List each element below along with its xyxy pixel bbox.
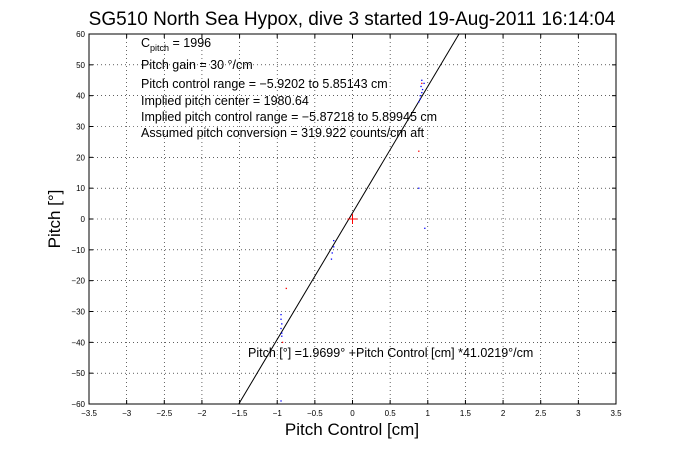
data-point-series-0 [333,239,335,242]
y-tick-label: 40 [76,92,85,101]
data-point-series-0 [281,323,283,325]
x-tick-label: 2 [501,409,506,418]
data-point-series-0 [280,400,282,402]
x-tick-label: −3.5 [81,409,97,418]
x-tick-label: −0.5 [307,409,323,418]
x-tick-label: 0.5 [385,409,397,418]
data-point-series-0 [333,246,335,248]
y-tick-label: −30 [71,308,85,317]
data-point-series-0 [418,187,420,189]
x-tick-label: −3 [122,409,132,418]
data-point-series-0 [281,332,283,334]
data-point-series-0 [280,313,282,316]
y-axis-label: Pitch [°] [45,190,64,249]
annotation-c-pitch: Cpitch = 1996 [141,36,211,53]
annotation-c-pitch-rest: = 1996 [169,36,211,50]
x-tick-labels: −3.5 −3 −2.5 −2 −1.5 −1 −0.5 0 0.5 1 1.5 2 2.5 3 3.5 [81,409,622,418]
data-point-series-0 [423,82,425,85]
y-tick-label: −60 [71,400,85,409]
annotation-c-pitch-main: C [141,36,150,50]
y-tick-label: −20 [71,277,85,286]
x-tick-label: 2.5 [535,409,547,418]
annotation-fit-equation: Pitch [°] =1.9699° +Pitch Control [cm] *… [248,346,533,360]
data-point-series-1 [418,150,420,152]
data-point-series-0 [280,327,282,330]
data-point-series-0 [331,252,333,254]
x-tick-label: 1.5 [460,409,472,418]
x-tick-label: −2 [197,409,207,418]
data-point-series-0 [280,318,282,320]
chart-title: SG510 North Sea Hypox, dive 3 started 19… [89,9,616,30]
data-point-series-0 [421,79,423,81]
data-point-series-1 [285,287,287,290]
y-tick-label: 60 [76,30,85,39]
y-tick-label: 50 [76,61,85,70]
x-tick-label: 0 [350,409,355,418]
data-point-series-0 [421,88,424,91]
y-tick-label: −40 [71,338,85,347]
data-point-series-0 [421,91,423,94]
y-tick-label: −50 [71,369,85,378]
annotation-pitch-control-range: Pitch control range = −5.9202 to 5.85143… [141,77,388,91]
data-point-series-1 [421,82,423,85]
x-tick-label: −1.5 [232,409,248,418]
center-marker [347,214,358,224]
annotation-pitch-gain: Pitch gain = 30 °/cm [141,58,253,72]
axis-ticks [88,33,617,405]
x-axis-label: Pitch Control [cm] [285,420,419,439]
x-tick-label: 1 [426,409,431,418]
annotation-implied-control-range: Implied pitch control range = −5.87218 t… [141,110,437,124]
annotation-pitch-conversion: Assumed pitch conversion = 319.922 count… [141,126,425,140]
x-tick-label: 3 [576,409,581,418]
y-tick-label: −10 [71,246,85,255]
data-points [280,79,426,402]
y-tick-labels: −60 −50 −40 −30 −20 −10 0 10 20 30 40 50 60 [71,30,85,409]
data-point-series-0 [281,335,283,337]
annotation-implied-pitch-center: Implied pitch center = 1980.64 [141,94,309,108]
annotation-c-pitch-sub: pitch [150,43,169,53]
x-tick-label: 3.5 [610,409,622,418]
data-point-series-0 [330,258,333,260]
y-tick-label: 30 [76,123,85,132]
y-tick-label: 0 [81,215,86,224]
x-tick-label: −1 [273,409,283,418]
data-point-series-0 [420,85,422,88]
data-point-series-0 [418,101,420,103]
y-tick-label: 20 [76,153,85,162]
data-point-series-0 [424,227,426,229]
data-point-series-0 [419,98,421,100]
x-tick-label: −2.5 [156,409,172,418]
data-point-series-0 [419,95,421,97]
data-point-series-1 [281,341,284,344]
y-tick-label: 10 [76,184,85,193]
